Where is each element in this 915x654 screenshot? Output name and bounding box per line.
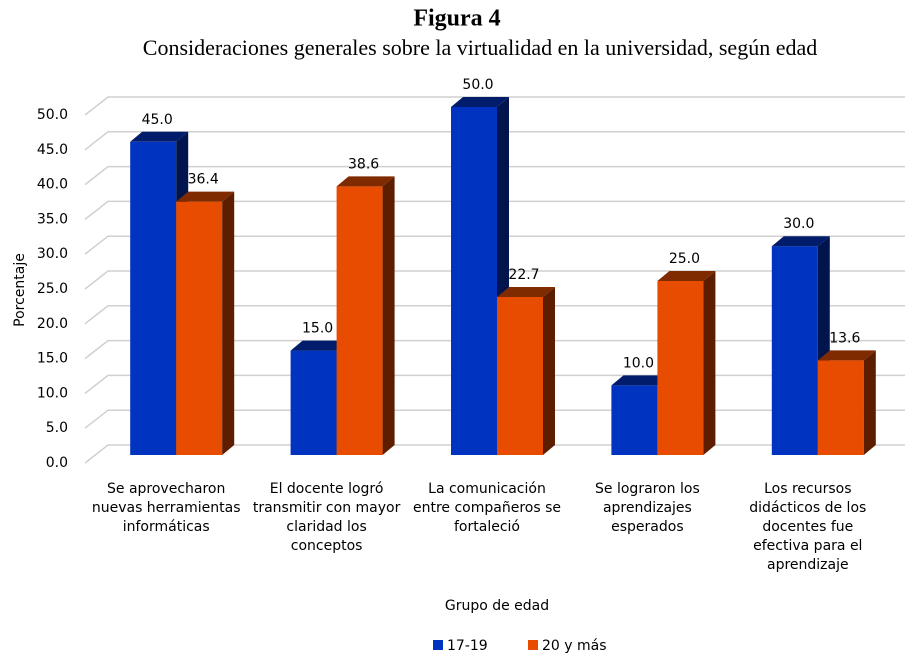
bar (130, 141, 177, 456)
legend-swatch (433, 640, 443, 650)
bar (657, 281, 704, 455)
bar (336, 186, 383, 455)
y-tick-label: 20.0 (37, 316, 68, 332)
bar-top (657, 271, 716, 281)
bar-side (863, 350, 876, 455)
bar (451, 107, 497, 455)
x-tick-label: Se aprovecharon nuevas herramientas info… (91, 481, 241, 535)
y-tick-label: 5.0 (46, 420, 68, 436)
y-tick-label: 25.0 (37, 281, 68, 297)
y-tick-label: 50.0 (37, 107, 68, 123)
bar-top (497, 287, 555, 298)
bar-top (611, 375, 670, 386)
x-tick-label: La comunicación entre compañeros se fort… (412, 481, 561, 535)
grid-line (84, 235, 905, 255)
data-label: 10.0 (623, 355, 654, 371)
x-tick-label: Los recursos didácticos de los docentes … (749, 481, 867, 573)
grid-line (84, 165, 905, 186)
chart-subtitle: Consideraciones generales sobre la virtu… (143, 35, 817, 60)
bar-top (771, 236, 830, 247)
y-tick-label: 40.0 (37, 177, 68, 193)
data-label: 30.0 (783, 216, 814, 232)
bar-top (451, 97, 509, 107)
data-label: 25.0 (669, 251, 700, 267)
bar (290, 350, 337, 455)
bar (497, 297, 543, 455)
grid-line (84, 96, 905, 116)
legend-swatch (528, 640, 538, 650)
data-label: 38.6 (348, 156, 379, 172)
bar-top (290, 340, 349, 351)
x-axis-title: Grupo de edad (445, 598, 549, 614)
bar (611, 385, 658, 455)
bar-side (382, 176, 395, 455)
bar (771, 246, 818, 455)
grid-line (84, 131, 905, 151)
x-tick-label: El docente logró transmitir con mayor cl… (252, 481, 401, 554)
data-label: 22.7 (508, 267, 539, 283)
x-tick-label: Se lograron los aprendizajes esperados (595, 481, 700, 535)
y-tick-label: 35.0 (37, 211, 68, 227)
data-label: 13.6 (829, 330, 860, 346)
bar-top (336, 176, 395, 187)
data-label: 15.0 (302, 321, 333, 337)
bar-top (130, 131, 189, 142)
bar-top (176, 191, 235, 202)
data-label: 36.4 (188, 172, 219, 188)
data-label: 45.0 (142, 112, 173, 128)
y-tick-label: 15.0 (37, 351, 68, 367)
grid-line (84, 270, 905, 290)
data-label: 50.0 (462, 77, 493, 93)
y-tick-label: 0.0 (46, 455, 68, 471)
y-tick-label: 10.0 (37, 385, 68, 401)
legend-label: 17-19 (447, 638, 488, 654)
bar-side (222, 191, 235, 455)
grid-line (84, 200, 905, 220)
bar-side (703, 271, 716, 455)
chart-title: Figura 4 (413, 6, 500, 32)
bar (176, 201, 223, 455)
bar-top (817, 350, 876, 361)
y-axis-title: Porcentaje (12, 253, 28, 327)
grid-line (84, 339, 905, 360)
legend-label: 20 y más (542, 638, 607, 654)
bar (817, 360, 864, 455)
y-tick-label: 45.0 (37, 142, 68, 158)
y-tick-label: 30.0 (37, 246, 68, 262)
bar-side (543, 287, 555, 455)
grid-line (84, 305, 905, 325)
